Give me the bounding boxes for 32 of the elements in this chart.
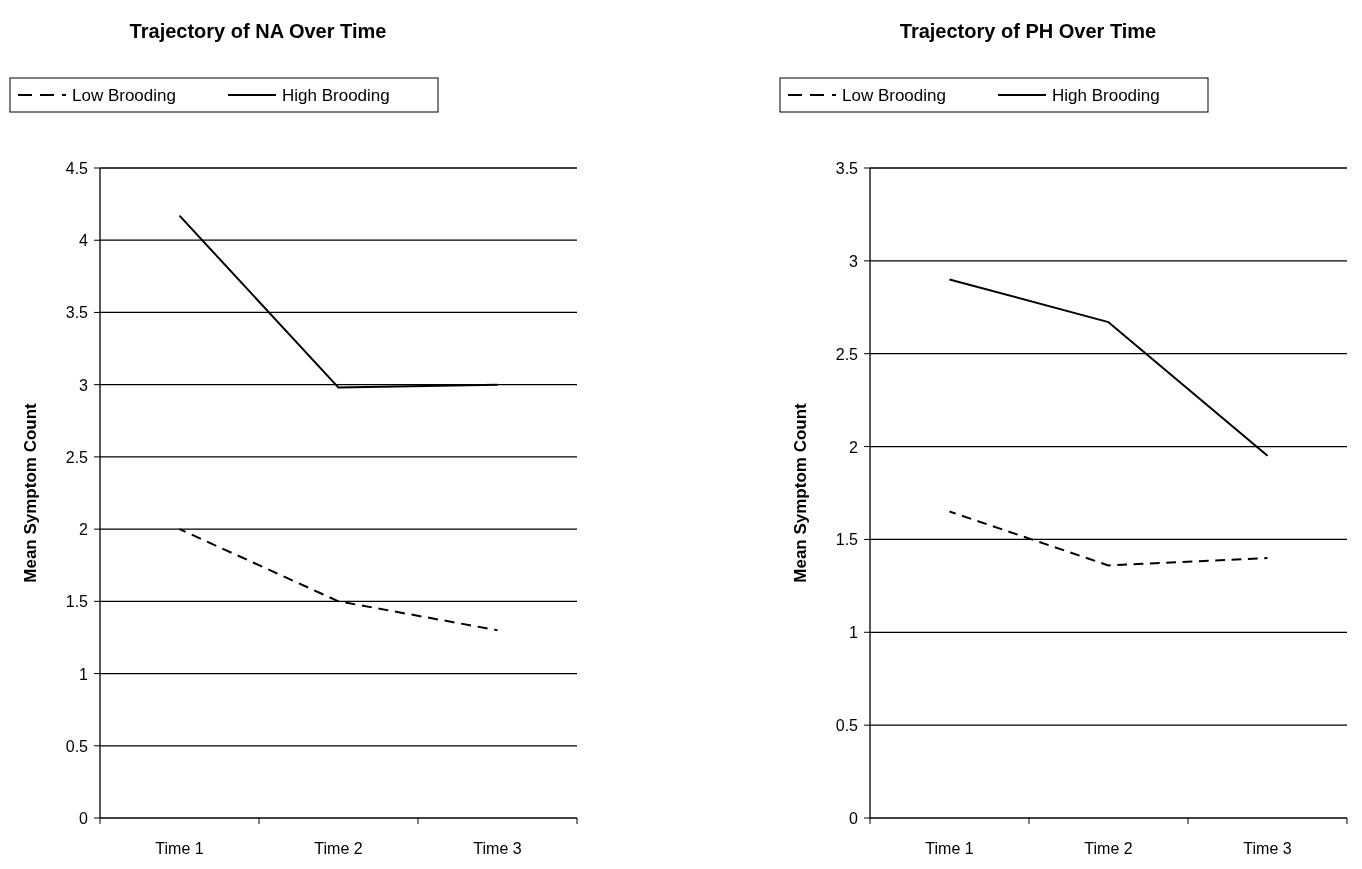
y-tick-label: 0 [79, 810, 89, 827]
y-axis-title: Mean Symptom Count [791, 402, 810, 583]
x-tick-label: Time 2 [1084, 840, 1133, 857]
y-tick-label: 4 [79, 232, 89, 250]
y-tick-label: 2 [79, 521, 89, 539]
chart-title: Trajectory of NA Over Time [129, 20, 387, 42]
x-tick-label: Time 1 [925, 840, 974, 857]
y-tick-label: 0.5 [835, 717, 859, 735]
x-tick-label: Time 1 [155, 840, 204, 857]
legend-label: Low Brooding [72, 86, 176, 105]
legend-label: High Brooding [1052, 86, 1160, 105]
y-tick-label: 3.5 [835, 160, 859, 177]
x-tick-label: Time 2 [314, 840, 363, 857]
y-tick-label: 2 [849, 438, 859, 456]
x-tick-label: Time 3 [1243, 840, 1292, 857]
y-tick-label: 1 [849, 624, 859, 642]
chart-title: Trajectory of PH Over Time [899, 20, 1157, 42]
legend-label: Low Brooding [842, 86, 946, 105]
y-tick-label: 1 [79, 665, 89, 683]
y-tick-label: 1.5 [65, 593, 89, 611]
y-tick-label: 2.5 [65, 448, 89, 466]
y-tick-label: 3 [79, 376, 89, 394]
y-tick-label: 2.5 [835, 345, 859, 363]
y-tick-label: 3 [849, 252, 859, 270]
y-tick-label: 4.5 [65, 160, 89, 177]
x-tick-label: Time 3 [473, 840, 522, 857]
y-tick-label: 0 [849, 810, 859, 827]
y-axis-title: Mean Symptom Count [21, 402, 40, 583]
y-tick-label: 3.5 [65, 304, 89, 322]
y-tick-label: 1.5 [835, 531, 859, 549]
legend-label: High Brooding [282, 86, 390, 105]
y-tick-label: 0.5 [65, 737, 89, 755]
